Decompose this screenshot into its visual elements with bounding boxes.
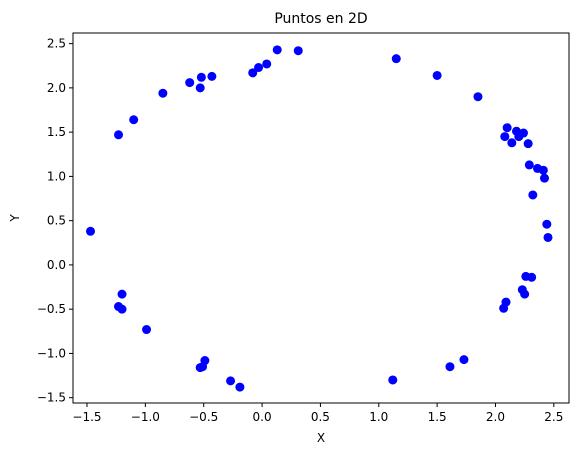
- x-tick-label: 0.0: [253, 410, 272, 424]
- chart-title: Puntos en 2D: [274, 11, 367, 27]
- y-tick-label: 1.5: [47, 125, 66, 139]
- scatter-point: [523, 139, 533, 149]
- x-tick-label: 2.5: [544, 410, 563, 424]
- scatter-point: [86, 226, 96, 236]
- x-tick-label: −1.0: [131, 410, 160, 424]
- scatter-point: [501, 297, 511, 307]
- scatter-point: [520, 289, 530, 299]
- axis-ticks: −1.5 −1.0 −0.5 0.0 0.5 1.0 1.5 2.0 2.5 −1.5 −1.0 −0…: [37, 37, 564, 424]
- scatter-point: [185, 78, 195, 88]
- scatter-point: [226, 376, 236, 386]
- scatter-point: [117, 289, 127, 299]
- scatter-point: [293, 46, 303, 56]
- scatter-point: [473, 92, 483, 102]
- scatter-point: [195, 363, 205, 373]
- scatter-point: [114, 130, 124, 140]
- x-tick-label: −1.5: [72, 410, 101, 424]
- scatter-point: [518, 128, 528, 138]
- scatter-point: [538, 165, 548, 175]
- x-tick-label: 1.5: [428, 410, 447, 424]
- plot-frame: [72, 32, 570, 404]
- scatter-point: [502, 123, 512, 133]
- scatter-point: [207, 71, 217, 81]
- scatter-point: [391, 54, 401, 64]
- y-tick-label: −1.0: [37, 346, 66, 360]
- x-tick-label: 1.0: [369, 410, 388, 424]
- scatter-point: [507, 138, 517, 148]
- scatter-point: [262, 59, 272, 69]
- scatter-point: [527, 272, 537, 282]
- y-tick-label: 0.0: [47, 258, 66, 272]
- scatter-point: [539, 173, 549, 183]
- x-tick-label: −0.5: [189, 410, 218, 424]
- scatter-point: [388, 375, 398, 385]
- x-tick-label: 2.0: [486, 410, 505, 424]
- x-tick-label: 0.5: [311, 410, 330, 424]
- y-axis-label: Y: [8, 214, 22, 223]
- scatter-point: [235, 382, 245, 392]
- x-axis-label: X: [317, 431, 325, 445]
- scatter-point: [445, 362, 455, 372]
- scatter-point: [272, 45, 282, 55]
- y-tick-label: −1.5: [37, 391, 66, 405]
- scatter-point: [195, 83, 205, 93]
- scatter-point: [432, 70, 442, 80]
- y-tick-label: 2.0: [47, 81, 66, 95]
- scatter-point: [542, 219, 552, 229]
- y-tick-label: −0.5: [37, 302, 66, 316]
- scatter-point: [528, 190, 538, 200]
- scatter-point: [158, 88, 168, 98]
- scatter-point: [248, 68, 258, 78]
- scatter-point: [142, 325, 152, 335]
- scatter-point: [117, 304, 127, 314]
- y-tick-label: 1.0: [47, 169, 66, 183]
- scatter-point: [500, 132, 510, 142]
- scatter-point: [543, 232, 553, 242]
- scatter-point: [196, 72, 206, 82]
- scatter-point: [129, 115, 139, 125]
- scatter-point: [254, 63, 264, 73]
- scatter-point: [524, 160, 534, 170]
- y-tick-label: 0.5: [47, 214, 66, 228]
- y-tick-label: 2.5: [47, 37, 66, 51]
- data-points: [86, 45, 553, 392]
- scatter-point: [459, 355, 469, 365]
